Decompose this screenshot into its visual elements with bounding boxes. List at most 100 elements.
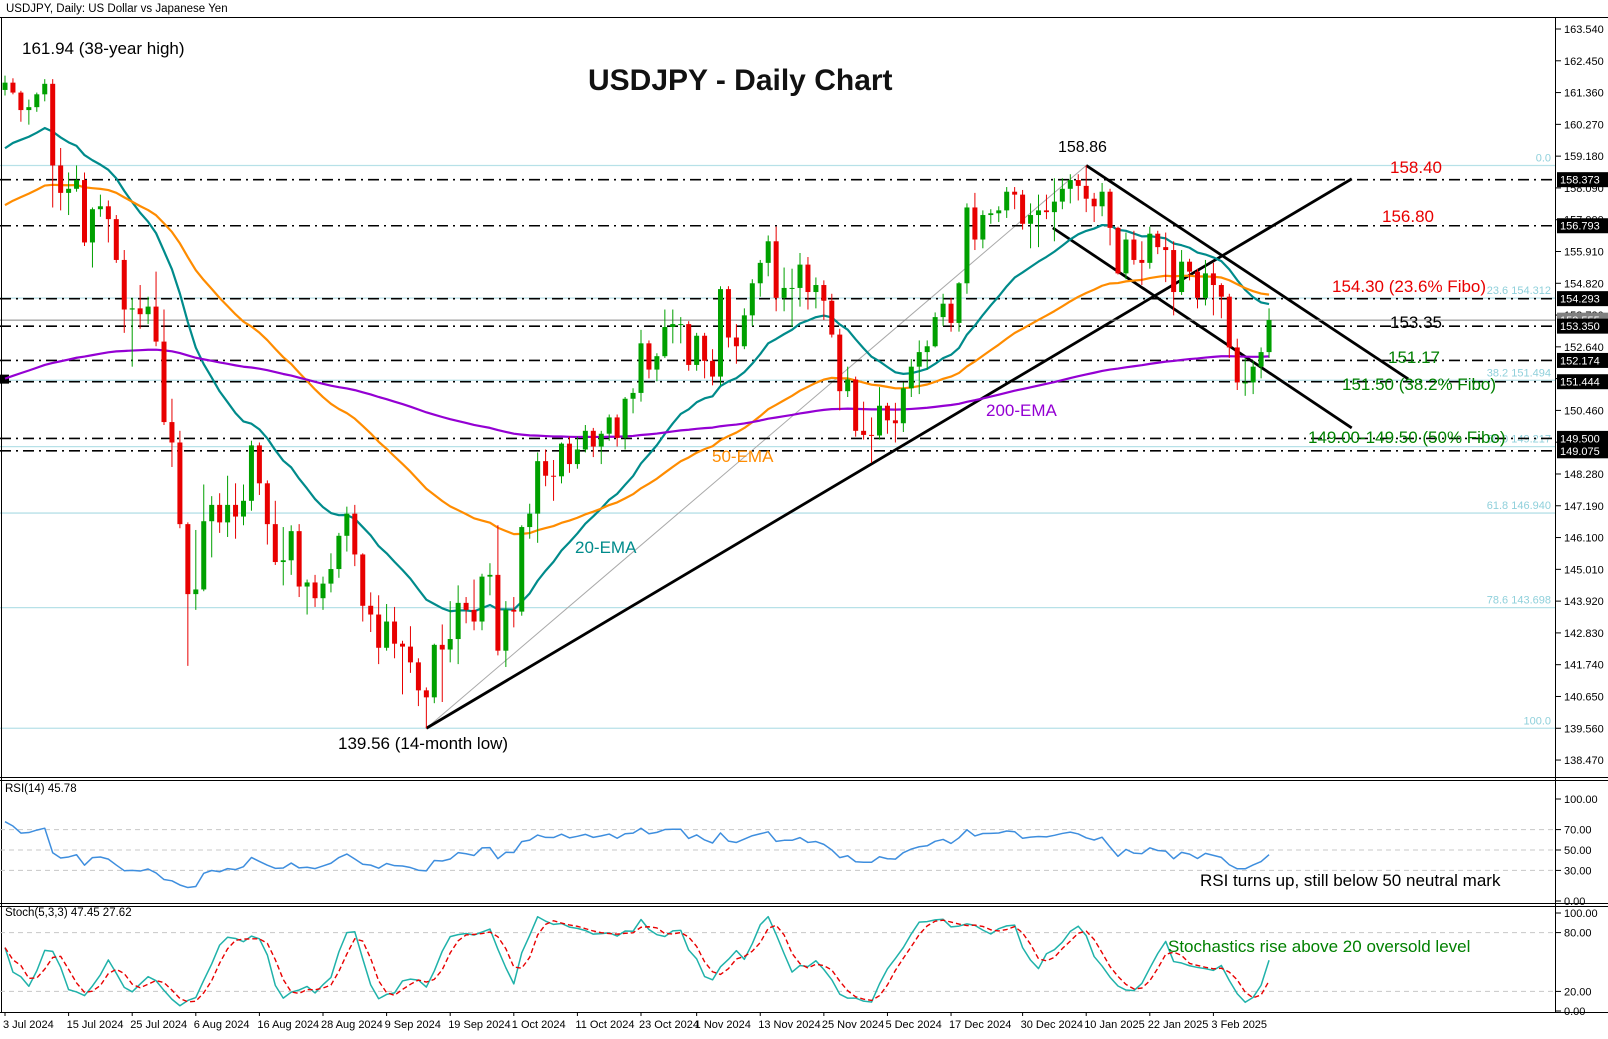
price-marker-152.174 (1557, 352, 1608, 368)
svg-text:38.2 151.494: 38.2 151.494 (1487, 367, 1551, 379)
annotation-peak-price: 158.86 (1058, 139, 1107, 156)
svg-text:28 Aug 2024: 28 Aug 2024 (321, 1019, 383, 1031)
svg-text:143.920: 143.920 (1564, 596, 1604, 608)
stochastic-panel: 100.00 80.00 20.00 0.00 (0, 908, 1598, 1018)
svg-text:139.560: 139.560 (1564, 723, 1604, 735)
svg-text:154.293: 154.293 (1560, 294, 1600, 306)
trendline-fibo-baseline (426, 165, 1087, 729)
svg-text:22 Jan 2025: 22 Jan 2025 (1148, 1019, 1209, 1031)
svg-text:149.500: 149.500 (1560, 433, 1600, 445)
svg-text:50.00: 50.00 (1564, 845, 1592, 857)
svg-text:155.910: 155.910 (1564, 246, 1604, 258)
svg-text:23 Oct 2024: 23 Oct 2024 (639, 1019, 699, 1031)
annotation-14month-low: 139.56 (14-month low) (338, 734, 509, 753)
svg-text:152.640: 152.640 (1564, 342, 1604, 354)
svg-text:9 Sep 2024: 9 Sep 2024 (385, 1019, 441, 1031)
svg-text:0.00: 0.00 (1564, 1006, 1585, 1018)
svg-text:163.540: 163.540 (1564, 24, 1604, 36)
svg-text:10 Jan 2025: 10 Jan 2025 (1084, 1019, 1145, 1031)
svg-text:1 Nov 2024: 1 Nov 2024 (695, 1019, 751, 1031)
svg-text:3 Jul 2024: 3 Jul 2024 (3, 1019, 54, 1031)
svg-text:138.470: 138.470 (1564, 755, 1604, 767)
annotation-level-151-17: 151.17 (1388, 348, 1440, 367)
svg-text:30 Dec 2024: 30 Dec 2024 (1021, 1019, 1083, 1031)
svg-text:151.444: 151.444 (1560, 377, 1600, 389)
svg-text:162.450: 162.450 (1564, 56, 1604, 68)
annotation-level-156-80: 156.80 (1382, 207, 1434, 226)
svg-text:70.00: 70.00 (1564, 825, 1592, 837)
svg-text:159.180: 159.180 (1564, 151, 1604, 163)
svg-text:140.650: 140.650 (1564, 691, 1604, 703)
trendline-descending-channel-lower (1052, 226, 1353, 430)
price-axis[interactable]: 163.540162.450161.360160.270159.180158.0… (1555, 24, 1608, 767)
svg-text:19 Sep 2024: 19 Sep 2024 (448, 1019, 510, 1031)
svg-text:1 Oct 2024: 1 Oct 2024 (512, 1019, 566, 1031)
rsi-indicator-label: RSI(14) 45.78 (5, 783, 77, 795)
svg-text:78.6 143.698: 78.6 143.698 (1487, 595, 1551, 607)
svg-text:154.820: 154.820 (1564, 278, 1604, 290)
annotation-stoch-note: Stochastics rise above 20 oversold level (1168, 937, 1471, 956)
svg-text:158.373: 158.373 (1560, 175, 1600, 187)
svg-text:150.460: 150.460 (1564, 405, 1604, 417)
svg-text:156.793: 156.793 (1560, 221, 1600, 233)
svg-text:11 Oct 2024: 11 Oct 2024 (575, 1019, 634, 1031)
price-marker-154.293 (1557, 291, 1608, 307)
annotation-level-154-30-fibo: 154.30 (23.6% Fibo) (1332, 277, 1487, 296)
rsi-line (4, 821, 1270, 889)
svg-text:160.270: 160.270 (1564, 119, 1604, 131)
fibonacci-retracement: 0.0 23.6 154.312 38.2 151.494 50.0 149.217 6… (0, 152, 1555, 729)
price-marker-151.444 (1557, 374, 1608, 390)
annotation-level-158-40: 158.40 (1390, 158, 1442, 177)
label-20-ema: 20-EMA (575, 538, 637, 557)
svg-text:0.00: 0.00 (1564, 896, 1585, 908)
trendline-descending-channel-upper (1085, 164, 1409, 381)
svg-text:5 Dec 2024: 5 Dec 2024 (885, 1019, 941, 1031)
panel-borders (0, 17, 1608, 1013)
annotation-38year-high: 161.94 (38-year high) (22, 39, 185, 58)
svg-text:149.075: 149.075 (1560, 446, 1600, 458)
svg-text:142.830: 142.830 (1564, 628, 1604, 640)
svg-text:50.0 149.217: 50.0 149.217 (1487, 434, 1551, 446)
price-marker-149.500 (1557, 430, 1608, 446)
price-marker-149.075 (1557, 443, 1608, 459)
svg-text:13 Nov 2024: 13 Nov 2024 (758, 1019, 820, 1031)
date-axis[interactable]: 3 Jul 2024 15 Jul 2024 25 Jul 2024 6 Aug 20… (3, 1012, 1267, 1031)
label-50-ema: 50-EMA (712, 447, 774, 466)
svg-text:80.00: 80.00 (1564, 928, 1592, 940)
svg-text:148.280: 148.280 (1564, 469, 1604, 481)
rsi-panel: 100.00 70.00 50.00 30.00 0.00 (0, 794, 1598, 908)
svg-text:16 Aug 2024: 16 Aug 2024 (257, 1019, 319, 1031)
svg-text:153.350: 153.350 (1560, 321, 1600, 333)
stoch-k-line (4, 915, 1270, 1007)
price-marker-153.350 (1557, 318, 1608, 334)
price-marker-156.793 (1557, 218, 1608, 234)
annotation-level-153-35: 153.35 (1390, 313, 1442, 332)
object-anchor-marker (0, 374, 9, 384)
svg-text:61.8 146.940: 61.8 146.940 (1487, 500, 1551, 512)
svg-text:23.6 154.312: 23.6 154.312 (1487, 285, 1551, 297)
candlesticks (2, 75, 1272, 729)
horizontal-level-lines (0, 178, 1555, 452)
svg-text:25 Jul 2024: 25 Jul 2024 (130, 1019, 187, 1031)
svg-text:15 Jul 2024: 15 Jul 2024 (67, 1019, 124, 1031)
annotation-rsi-note: RSI turns up, still below 50 neutral mar… (1200, 871, 1501, 890)
annotation-level-149-zone-fibo: 149.00-149.50 (50% Fibo) (1308, 428, 1506, 447)
svg-text:147.190: 147.190 (1564, 501, 1604, 513)
annotation-level-151-50-fibo: 151.50 (38.2% Fibo) (1342, 375, 1497, 394)
svg-text:25 Nov 2024: 25 Nov 2024 (822, 1019, 884, 1031)
svg-text:100.0: 100.0 (1523, 715, 1551, 727)
svg-text:141.740: 141.740 (1564, 660, 1604, 672)
stoch-d-line (4, 919, 1270, 1003)
ema-20-line (4, 126, 1270, 613)
svg-text:3 Feb 2025: 3 Feb 2025 (1211, 1019, 1267, 1031)
svg-text:17 Dec 2024: 17 Dec 2024 (949, 1019, 1011, 1031)
price-marker-158.373 (1557, 172, 1608, 188)
ema-50-line (4, 183, 1270, 536)
stoch-indicator-label: Stoch(5,3,3) 47.45 27.62 (5, 907, 132, 919)
svg-text:0.0: 0.0 (1536, 152, 1551, 164)
svg-text:20.00: 20.00 (1564, 986, 1592, 998)
svg-text:6 Aug 2024: 6 Aug 2024 (194, 1019, 250, 1031)
trendline-ascending-support (425, 177, 1353, 730)
